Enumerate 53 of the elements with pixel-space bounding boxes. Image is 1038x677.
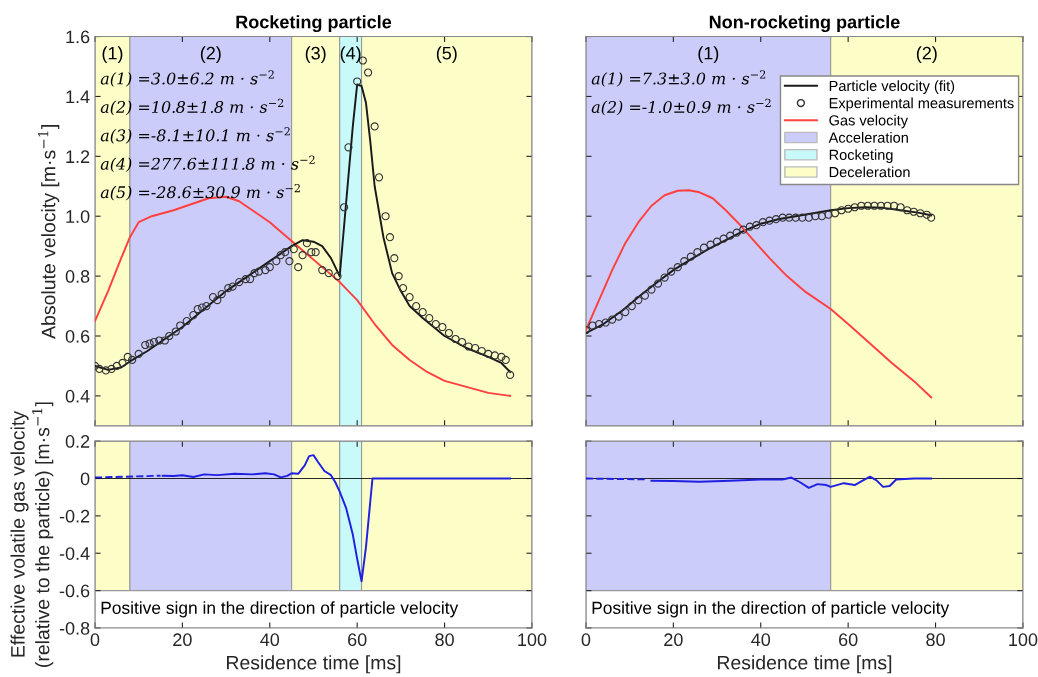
- y-tick-label: -0.4: [59, 547, 90, 560]
- chart-title: Non-rocketing particle: [709, 15, 900, 33]
- x-tick-label: 40: [260, 633, 280, 647]
- chart-title: Rocketing particle: [236, 15, 392, 33]
- x-tick-label: 60: [839, 633, 858, 647]
- y-tick-label: 1.0: [66, 210, 90, 223]
- x-tick-label: 60: [348, 633, 367, 647]
- x-tick-label: 100: [518, 633, 547, 647]
- band-label: Positive sign in the direction of particle velocity: [101, 601, 459, 618]
- x-tick-label: 20: [173, 633, 192, 647]
- y-tick-label: 0.8: [65, 270, 90, 283]
- annotation: a(3) =-8.1±10.1 m · s$^{−2}$: [100, 127, 290, 144]
- band-label: (1): [102, 46, 123, 64]
- x-tick-label: 40: [751, 633, 771, 647]
- x-tick-label: 20: [664, 633, 683, 647]
- legend-label: Experimental measurements: [829, 97, 1014, 112]
- y-tick-label: 1.4: [66, 90, 90, 103]
- x-tick-label: 80: [926, 633, 945, 647]
- x-axis-title: Residence time [ms]: [227, 655, 401, 674]
- legend-label: Deceleration: [829, 166, 910, 178]
- annotation: a(5) =-28.6±30.9 m · s$^{−2}$: [100, 183, 300, 201]
- band-label: (1): [698, 46, 719, 64]
- band-label: (3): [305, 46, 326, 64]
- annotation: a(2) =10.8±1.8 m · s$^{−2}$: [100, 98, 284, 116]
- y-tick-label: 1.6: [66, 30, 90, 44]
- x-tick-label: 0: [90, 633, 100, 647]
- y-axis-title: Effective volatile gas velocity (relative to the particle) [m·s$^{−1}$]: [10, 402, 54, 667]
- x-tick-label: 100: [1009, 633, 1038, 647]
- legend-label: Gas velocity: [829, 114, 908, 129]
- y-axis-title: Absolute velocity [m·s$^{−1}$]: [38, 125, 60, 339]
- x-axis-title: Residence time [ms]: [717, 655, 892, 674]
- y-tick-label: 0.6: [65, 329, 90, 343]
- x-tick-label: 80: [435, 633, 454, 647]
- y-tick-label: 0.2: [65, 435, 90, 448]
- band-label: (4): [340, 46, 361, 64]
- y-tick-label: 1.2: [66, 150, 90, 163]
- band-label: (2): [916, 46, 937, 64]
- annotation: a(4) =277.6±111.8 m · s$^{−2}$: [100, 155, 315, 173]
- y-tick-label: 0: [80, 472, 90, 486]
- legend-label: Acceleration: [828, 132, 908, 143]
- y-tick-label: -0.6: [59, 584, 90, 598]
- y-tick-label: -0.8: [59, 621, 90, 635]
- band-label: Positive sign in the direction of particle velocity: [592, 601, 950, 618]
- annotation: a(1) =7.3±3.0 m · s$^{−2}$: [591, 70, 766, 87]
- y-tick-label: 0.4: [65, 389, 90, 403]
- band-label: (5): [436, 46, 457, 64]
- legend-label: Rocketing: [829, 149, 893, 163]
- band-label: (2): [200, 46, 221, 64]
- annotation: a(2) =-1.0±0.9 m · s$^{−2}$: [591, 98, 771, 116]
- annotation: a(1) =3.0±6.2 m · s$^{−2}$: [100, 70, 274, 87]
- x-tick-label: 0: [581, 633, 591, 647]
- legend-label: Particle velocity (fit): [829, 80, 955, 94]
- y-tick-label: -0.2: [59, 509, 90, 523]
